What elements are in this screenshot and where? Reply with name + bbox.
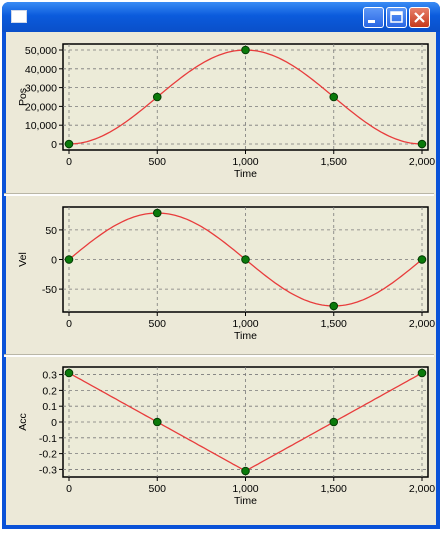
chart-panels: 0 500 1,000 1,500 2,000 0 10,000 20,000 30,000 40… [6,32,436,525]
y-axis-label: Acc [17,413,29,431]
x-tick-label: 500 [148,483,166,495]
panel-separator[interactable] [4,354,434,357]
x-tick-label: 500 [148,156,166,168]
y-tick-label: -0.3 [39,464,57,476]
data-point [329,301,339,311]
y-tick-label: -0.1 [39,433,57,445]
x-tick-label: 0 [66,156,72,168]
y-tick-label: 0.2 [42,385,57,397]
app-window: 0 500 1,000 1,500 2,000 0 10,000 20,000 30,000 40… [2,2,440,529]
x-axis-label: Time [234,330,257,342]
chart-vel: 0 500 1,000 1,500 2,000 -50 0 50 Time Vel [17,206,435,342]
maximize-button[interactable] [386,7,407,28]
x-tick-label: 1,000 [232,318,258,330]
y-tick-label: 0 [51,139,57,151]
x-tick-label: 1,500 [321,318,347,330]
minimize-icon [368,20,375,23]
data-point [64,139,74,149]
data-point [241,466,250,476]
data-point [152,92,162,102]
x-tick-label: 2,000 [409,156,435,168]
x-tick-label: 500 [148,318,166,330]
y-axis-label: Pos [17,88,29,106]
x-tick-label: 1,000 [232,483,258,495]
y-tick-label: 0.3 [42,370,57,382]
y-tick-label: 0.1 [42,401,57,413]
y-tick-label: 50,000 [25,45,57,57]
data-point [152,417,162,427]
x-tick-label: 1,500 [321,156,347,168]
data-point [417,139,427,149]
panel-separator[interactable] [4,193,434,196]
data-point [64,255,74,264]
close-icon [414,12,425,23]
app-window-icon [11,10,27,23]
data-point [241,255,250,264]
data-point [64,368,74,378]
y-tick-label: 0 [51,417,57,429]
motion-profile-charts: 0 500 1,000 1,500 2,000010,00020,00030,00040… [17,43,435,507]
maximize-icon [390,11,403,23]
x-tick-label: 2,000 [409,483,435,495]
y-tick-label: 40,000 [25,64,57,76]
data-point [417,368,427,378]
y-tick-label: -0.2 [39,449,57,461]
y-tick-label: 20,000 [25,101,57,113]
data-point [417,255,427,264]
x-tick-label: 1,500 [321,483,347,495]
y-tick-label: -50 [42,284,57,296]
x-tick-label: 2,000 [409,318,435,330]
x-tick-label: 0 [66,318,72,330]
y-tick-label: 10,000 [25,120,57,132]
data-point [152,208,162,218]
chart-pos: 0 500 1,000 1,500 2,000 0 10,000 20,000 30,000 40… [17,43,435,180]
y-tick-label: 50 [45,225,57,237]
title-bar[interactable] [2,2,440,32]
x-tick-label: 0 [66,483,72,495]
data-point [241,45,250,55]
x-axis-label: Time [234,168,257,180]
y-axis-label: Vel [17,252,29,267]
minimize-button[interactable] [363,7,384,28]
data-point [329,417,339,427]
y-tick-label: 30,000 [25,83,57,95]
x-tick-label: 1,000 [232,156,258,168]
y-tick-label: 0 [51,255,57,267]
chart-acc: 0 500 1,000 1,500 2,000 -0.3 -0.2 -0.1 0 0.1 0.2 0.… [17,366,435,507]
close-button[interactable] [409,7,430,28]
x-axis-label: Time [234,495,257,507]
data-point [329,92,339,102]
